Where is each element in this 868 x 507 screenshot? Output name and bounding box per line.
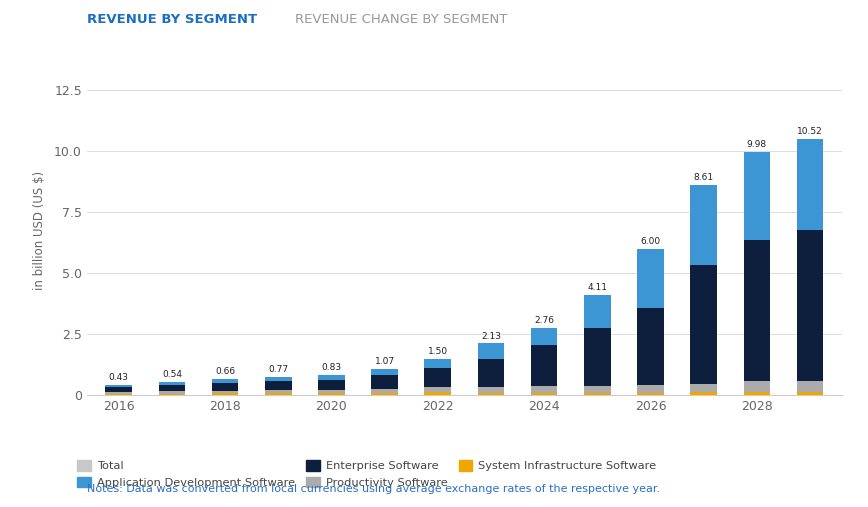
Bar	[477, 393, 504, 395]
Text: REVENUE BY SEGMENT: REVENUE BY SEGMENT	[87, 13, 257, 26]
Text: 0.43: 0.43	[108, 373, 128, 382]
Bar	[265, 381, 292, 390]
Text: 1.50: 1.50	[428, 347, 448, 356]
Bar	[477, 343, 504, 358]
Bar	[744, 381, 770, 392]
Text: 0.83: 0.83	[321, 364, 341, 372]
Bar	[212, 383, 239, 390]
Bar	[265, 390, 292, 393]
Bar	[477, 387, 504, 393]
Bar	[531, 392, 557, 395]
Bar	[424, 387, 451, 392]
Bar	[212, 390, 239, 393]
Text: 2.13: 2.13	[481, 332, 501, 341]
Bar	[690, 185, 717, 265]
Text: 0.77: 0.77	[268, 365, 288, 374]
Bar	[477, 358, 504, 387]
Bar	[265, 393, 292, 395]
Text: 0.66: 0.66	[215, 368, 235, 376]
Bar	[159, 393, 185, 395]
Bar	[212, 393, 239, 395]
Bar	[424, 392, 451, 395]
Bar	[797, 392, 824, 395]
Bar	[424, 368, 451, 387]
Bar	[319, 375, 345, 380]
Bar	[105, 394, 132, 395]
Bar	[797, 230, 824, 381]
Bar	[744, 240, 770, 381]
Bar	[105, 387, 132, 392]
Bar	[797, 381, 824, 392]
Y-axis label: in billion USD (US $): in billion USD (US $)	[33, 171, 46, 290]
Bar	[637, 385, 664, 392]
Bar	[424, 359, 451, 368]
Text: Notes: Data was converted from local currencies using average exchange rates of : Notes: Data was converted from local cur…	[87, 484, 660, 494]
Bar	[265, 377, 292, 381]
Bar	[372, 393, 398, 395]
Bar	[372, 389, 398, 393]
Text: 1.07: 1.07	[375, 357, 395, 367]
Bar	[531, 328, 557, 345]
Bar	[584, 295, 610, 328]
Bar	[690, 392, 717, 395]
Bar	[531, 386, 557, 392]
Bar	[372, 375, 398, 389]
Text: REVENUE CHANGE BY SEGMENT: REVENUE CHANGE BY SEGMENT	[295, 13, 508, 26]
Bar	[372, 369, 398, 375]
Bar	[319, 390, 345, 393]
Text: 10.52: 10.52	[797, 127, 823, 136]
Bar	[744, 392, 770, 395]
Bar	[584, 328, 610, 386]
Bar	[637, 308, 664, 385]
Text: 2.76: 2.76	[534, 316, 554, 325]
Text: 9.98: 9.98	[746, 140, 767, 149]
Bar	[105, 392, 132, 394]
Bar	[531, 345, 557, 386]
Bar	[212, 379, 239, 383]
Bar	[744, 152, 770, 240]
Text: 0.54: 0.54	[162, 370, 182, 379]
Bar	[584, 393, 610, 395]
Bar	[584, 386, 610, 393]
Text: 8.61: 8.61	[694, 173, 713, 183]
Bar	[690, 384, 717, 392]
Bar	[159, 391, 185, 393]
Bar	[159, 385, 185, 391]
Bar	[319, 393, 345, 395]
Bar	[105, 385, 132, 387]
Legend: Total, Application Development Software, Enterprise Software, Productivity Softw: Total, Application Development Software,…	[77, 460, 656, 488]
Bar	[637, 392, 664, 395]
Bar	[637, 249, 664, 308]
Bar	[319, 380, 345, 390]
Bar	[797, 138, 824, 230]
Bar	[690, 265, 717, 384]
Text: 6.00: 6.00	[641, 237, 661, 246]
Text: 4.11: 4.11	[588, 283, 608, 292]
Bar	[159, 382, 185, 385]
